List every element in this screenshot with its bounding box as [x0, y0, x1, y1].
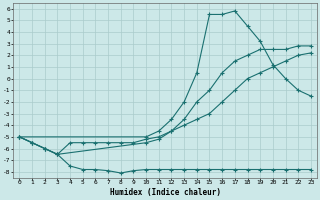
X-axis label: Humidex (Indice chaleur): Humidex (Indice chaleur) [110, 188, 220, 197]
